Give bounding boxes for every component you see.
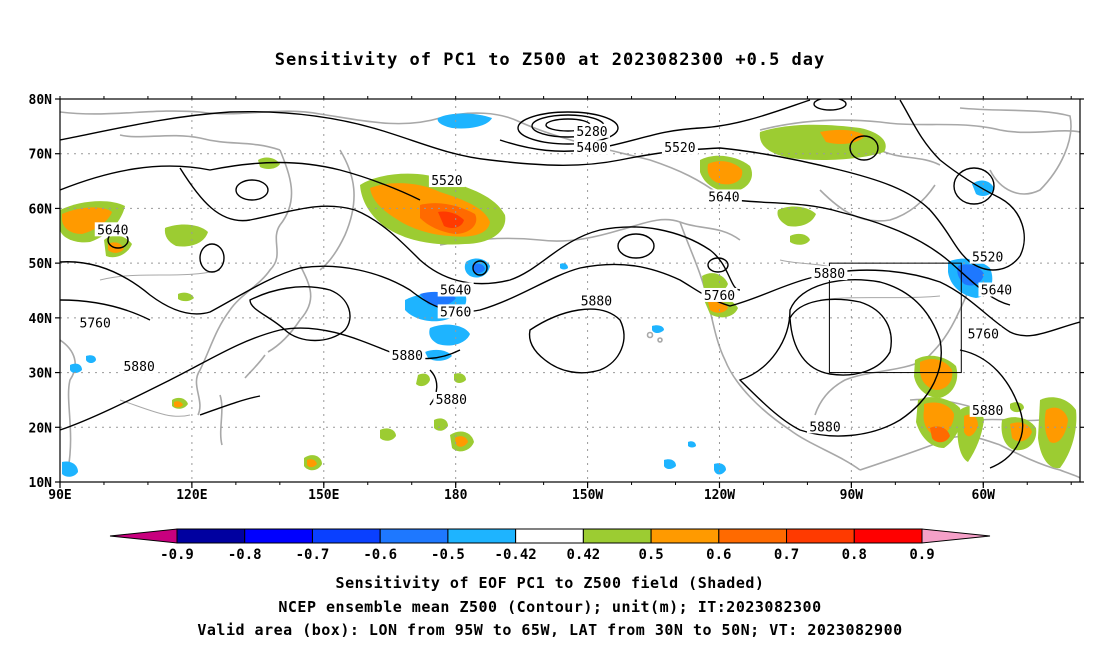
colorbar-label: -0.5	[431, 547, 465, 563]
lon-tick-label: 150E	[308, 488, 339, 503]
contour-label: 5880	[123, 360, 154, 375]
contour-label-bg	[437, 282, 474, 297]
lon-tick-label: 150W	[572, 488, 603, 503]
lat-tick-label: 50N	[29, 257, 53, 272]
contour-label: 5880	[972, 404, 1003, 419]
contour-label-bg	[807, 419, 843, 434]
lon-tick-label: 120W	[704, 488, 735, 503]
contour-label-bg	[94, 222, 131, 237]
sensitivity-shading	[60, 113, 1077, 477]
contour-label-bg	[578, 293, 615, 308]
lon-tick-label: 90E	[48, 488, 71, 503]
lon-tick-label: 90W	[840, 488, 864, 503]
contour-label: 5880	[581, 294, 612, 309]
colorbar-label: 0.6	[706, 547, 731, 563]
contour-label: 5760	[440, 305, 471, 320]
contour-label-bg	[437, 304, 474, 319]
colorbar-label: -0.42	[495, 547, 537, 563]
colorbar-under-arrow	[109, 528, 178, 544]
colorbar-segment	[244, 528, 313, 544]
lon-tick-label: 120E	[176, 488, 207, 503]
colorbar-segment	[176, 528, 246, 544]
map-frame	[59, 98, 1081, 483]
contour-label: 5640	[708, 190, 739, 205]
colorbar-label: 0.7	[774, 547, 799, 563]
contour-label-bg	[701, 287, 738, 302]
contour-label: 5520	[664, 141, 695, 156]
contour-label-bg	[969, 249, 1006, 264]
colorbar-segment	[311, 528, 381, 544]
caption-shaded: Sensitivity of EOF PC1 to Z500 field (Sh…	[335, 574, 765, 592]
contour-label: 5280	[576, 125, 607, 140]
lat-tick-label: 40N	[29, 312, 53, 327]
map-grid	[60, 99, 1080, 482]
colorbar-segment	[582, 528, 652, 544]
contour-label-bg	[705, 189, 742, 204]
contour-label-bg	[389, 348, 426, 363]
colorbar-label: 0.8	[842, 547, 867, 563]
contour-label: 5760	[968, 327, 999, 342]
colorbar-over-arrow	[921, 528, 991, 544]
contour-label: 5640	[97, 223, 128, 238]
latitude-axis: 80N 70N 60N 50N 40N 30N 20N 10N	[29, 93, 1084, 491]
colorbar-segment	[447, 528, 517, 544]
contour-label: 5880	[809, 420, 840, 435]
lat-tick-label: 80N	[29, 93, 53, 108]
contour-label-bg	[661, 140, 698, 155]
lat-tick-label: 60N	[29, 202, 53, 217]
colorbar-segment	[853, 528, 923, 544]
colorbar-segment	[786, 528, 855, 544]
colorbar-segment	[650, 528, 720, 544]
page-title: Sensitivity of PC1 to Z500 at 2023082300…	[274, 50, 826, 70]
colorbar: -0.9 -0.8 -0.7 -0.6 -0.5 -0.42 0.42 0.5 0.6 0.7 0.…	[109, 528, 991, 563]
contour-label: 5640	[440, 284, 471, 299]
lat-tick-label: 30N	[29, 367, 53, 382]
z500-contours	[60, 99, 1080, 469]
colorbar-label: 0.5	[638, 547, 663, 563]
contour-label-bg	[433, 391, 470, 406]
contour-label-bg	[77, 315, 114, 330]
contour-label-bg	[978, 282, 1015, 297]
contour-label-bg	[573, 140, 610, 155]
colorbar-segment	[515, 528, 584, 544]
contour-label: 5880	[814, 267, 845, 282]
contour-label: 5400	[576, 141, 607, 156]
contour-label-bg	[965, 326, 1002, 341]
coastlines	[60, 107, 1080, 479]
colorbar-segment	[379, 528, 449, 544]
contour-label: 5880	[436, 393, 467, 408]
colorbar-segment	[718, 528, 788, 544]
caption-valid-area: Valid area (box): LON from 95W to 65W, L…	[197, 621, 903, 639]
contour-label-bg	[428, 173, 465, 188]
colorbar-label: -0.6	[363, 547, 397, 563]
colorbar-label: -0.8	[228, 547, 262, 563]
colorbar-label: 0.42	[567, 547, 601, 563]
valid-area-box	[828, 262, 962, 374]
colorbar-label: 0.9	[909, 547, 934, 563]
contour-label-bg	[969, 402, 1006, 417]
longitude-axis: 90E 120E 150E 180 150W 120W 90W 60W	[48, 96, 1072, 503]
contour-label: 5640	[981, 284, 1012, 299]
caption-contour: NCEP ensemble mean Z500 (Contour); unit(…	[278, 598, 822, 616]
contour-label: 5520	[431, 174, 462, 189]
lat-tick-label: 20N	[29, 421, 53, 436]
contour-label-bg	[811, 266, 848, 281]
contour-label: 5520	[972, 251, 1003, 266]
contour-label-bg	[573, 123, 610, 138]
map-plot-area	[60, 99, 1080, 482]
lon-tick-label: 60W	[972, 488, 996, 503]
colorbar-label: -0.9	[160, 547, 194, 563]
contour-label: 5880	[392, 349, 423, 364]
lon-tick-label: 180	[444, 488, 468, 503]
contour-label: 5760	[704, 289, 735, 304]
lat-tick-label: 10N	[29, 476, 53, 491]
contour-label-bg	[121, 359, 158, 374]
contour-label: 5760	[80, 316, 111, 331]
colorbar-label: -0.7	[296, 547, 330, 563]
lat-tick-label: 70N	[29, 148, 53, 163]
